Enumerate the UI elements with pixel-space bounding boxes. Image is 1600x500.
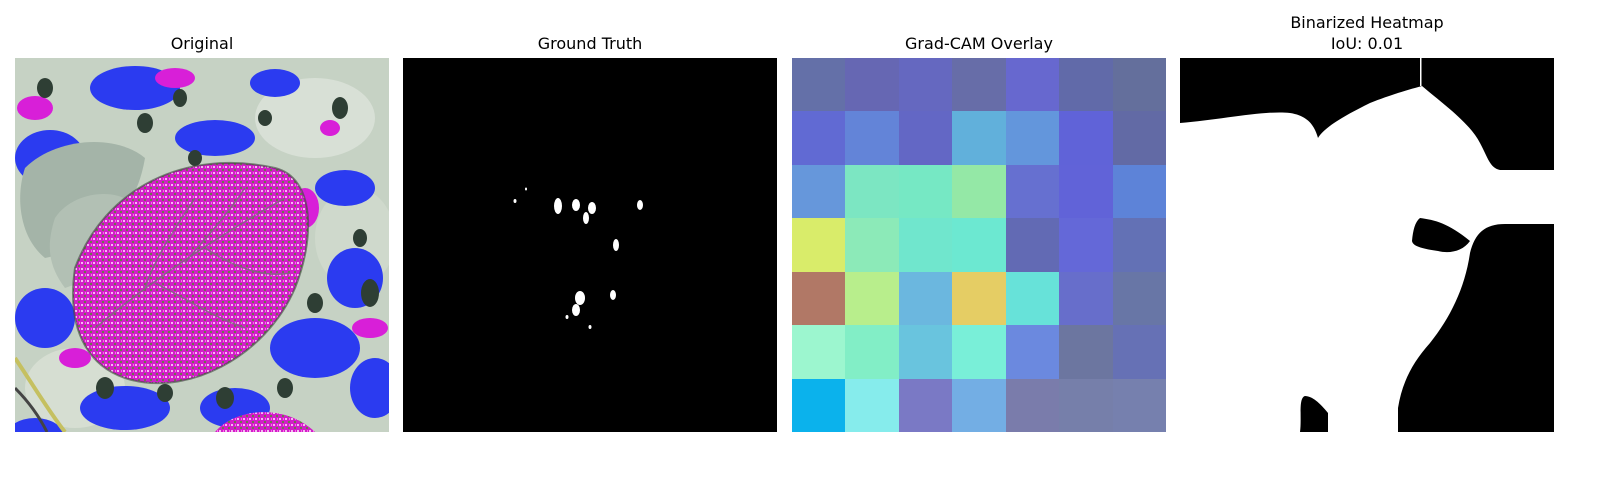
gradcam-cell-r0-c1: [845, 58, 899, 111]
gradcam-cell-r2-c2: [899, 165, 952, 218]
ground-truth-mask: [403, 58, 777, 432]
gradcam-cell-r4-c1: [845, 272, 899, 325]
gradcam-cell-r0-c0: [792, 58, 845, 111]
gradcam-overlay: [792, 58, 1166, 432]
gradcam-cell-r6-c2: [899, 379, 952, 432]
binarized-heatmap: [1180, 58, 1554, 432]
gradcam-cell-r1-c2: [899, 111, 952, 165]
gradcam-cell-r3-c6: [1113, 218, 1166, 272]
gradcam-cell-r4-c4: [1006, 272, 1059, 325]
gradcam-cell-r2-c3: [952, 165, 1006, 218]
binarized-heatmap-render: [1180, 58, 1554, 432]
gradcam-cell-r2-c0: [792, 165, 845, 218]
gradcam-cell-r3-c0: [792, 218, 845, 272]
title-ground-truth: Ground Truth: [537, 34, 643, 53]
gradcam-cell-r2-c1: [845, 165, 899, 218]
gradcam-cell-r3-c1: [845, 218, 899, 272]
gradcam-cell-r4-c0: [792, 272, 845, 325]
original-image-render: [15, 58, 389, 432]
gradcam-cell-r6-c4: [1006, 379, 1059, 432]
gradcam-cell-r3-c3: [952, 218, 1006, 272]
gradcam-cell-r1-c3: [952, 111, 1006, 165]
ground-truth-render: [403, 58, 777, 432]
gradcam-cell-r5-c3: [952, 325, 1006, 379]
gradcam-cell-r5-c6: [1113, 325, 1166, 379]
gradcam-cell-r2-c6: [1113, 165, 1166, 218]
title-binarized-heatmap: Binarized Heatmap: [1290, 13, 1444, 32]
gradcam-cell-r5-c0: [792, 325, 845, 379]
gradcam-cell-r0-c6: [1113, 58, 1166, 111]
title-gradcam-overlay: Grad-CAM Overlay: [905, 34, 1053, 53]
gradcam-cell-r3-c5: [1059, 218, 1113, 272]
gradcam-cell-r4-c6: [1113, 272, 1166, 325]
gradcam-cell-r6-c3: [952, 379, 1006, 432]
gradcam-cell-r6-c5: [1059, 379, 1113, 432]
gradcam-cell-r4-c2: [899, 272, 952, 325]
gradcam-cell-r4-c3: [952, 272, 1006, 325]
gradcam-cell-r3-c4: [1006, 218, 1059, 272]
gradcam-cell-r1-c5: [1059, 111, 1113, 165]
original-image: [15, 58, 389, 432]
gradcam-cell-r5-c4: [1006, 325, 1059, 379]
gradcam-cell-r5-c5: [1059, 325, 1113, 379]
title-original: Original: [170, 34, 234, 53]
gradcam-cell-r1-c0: [792, 111, 845, 165]
gradcam-cell-r6-c6: [1113, 379, 1166, 432]
gradcam-cell-r6-c1: [845, 379, 899, 432]
gradcam-cell-r3-c2: [899, 218, 952, 272]
gradcam-cell-r6-c0: [792, 379, 845, 432]
gradcam-cell-r1-c6: [1113, 111, 1166, 165]
gradcam-cell-r2-c5: [1059, 165, 1113, 218]
subtitle-iou: IoU: 0.01: [1330, 34, 1404, 53]
gradcam-cell-r0-c4: [1006, 58, 1059, 111]
gradcam-cell-r5-c2: [899, 325, 952, 379]
gradcam-cell-r4-c5: [1059, 272, 1113, 325]
gradcam-cell-r0-c3: [952, 58, 1006, 111]
gradcam-cell-r0-c2: [899, 58, 952, 111]
gradcam-cell-r5-c1: [845, 325, 899, 379]
gradcam-cell-r1-c4: [1006, 111, 1059, 165]
gradcam-cell-r1-c1: [845, 111, 899, 165]
gradcam-cell-r0-c5: [1059, 58, 1113, 111]
gradcam-grid: [792, 58, 1166, 432]
gradcam-cell-r2-c4: [1006, 165, 1059, 218]
